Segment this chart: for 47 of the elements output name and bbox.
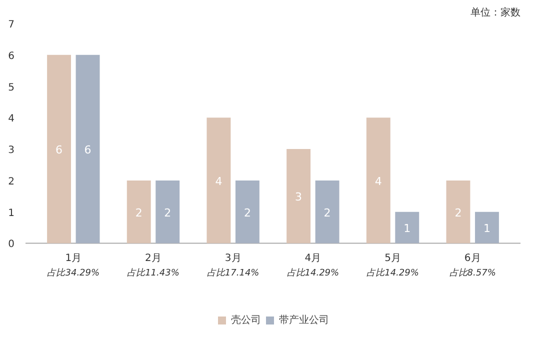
x-tick-label: 4月 — [304, 253, 322, 264]
data-label: 2 — [244, 206, 251, 220]
data-label: 1 — [483, 222, 490, 236]
data-label: 3 — [295, 190, 302, 204]
bar — [126, 180, 151, 244]
y-tick-label: 2 — [8, 176, 15, 188]
data-label: 2 — [135, 206, 142, 220]
bar — [446, 180, 470, 244]
data-label: 6 — [84, 144, 92, 157]
x-tick-label: 3月 — [224, 253, 242, 264]
legend-label: 壳公司 — [231, 314, 261, 327]
data-label: 2 — [324, 206, 331, 220]
y-tick-label: 1 — [8, 208, 15, 219]
data-label: 4 — [374, 174, 382, 188]
text: 占比14.29% — [286, 267, 340, 278]
x-tick-label: 2月 — [145, 253, 162, 264]
bar — [156, 180, 180, 244]
y-tick-label: 6 — [8, 50, 15, 62]
bar — [47, 54, 72, 244]
legend-label: 带产业公司 — [279, 314, 329, 327]
data-label: 4 — [215, 174, 222, 188]
bar — [235, 180, 260, 244]
y-tick-label: 4 — [8, 114, 15, 125]
text: 占比34.29% — [47, 267, 100, 278]
data-label: 2 — [454, 206, 462, 220]
data-label: 1 — [404, 222, 411, 236]
x-tick-label: 5月 — [384, 253, 401, 264]
data-label: 6 — [56, 144, 63, 157]
bar — [315, 180, 340, 244]
bar — [474, 212, 499, 244]
y-tick-label: 5 — [8, 82, 15, 94]
bar — [76, 54, 100, 244]
bar — [395, 212, 420, 244]
y-tick-label: 0 — [8, 239, 15, 250]
text: 占比14.29% — [366, 267, 419, 278]
text: 占比17.14% — [206, 267, 260, 278]
x-tick-label: 6月 — [464, 253, 481, 264]
x-tick-label: 1月 — [65, 253, 82, 264]
bar — [206, 118, 231, 244]
y-tick-label: 7 — [8, 20, 15, 30]
text: 占比11.43% — [127, 267, 180, 278]
data-label: 2 — [164, 206, 172, 220]
bar — [286, 149, 311, 244]
y-tick-label: 3 — [8, 145, 15, 156]
text: 单位：家数 — [470, 6, 520, 18]
bar — [366, 118, 390, 244]
text: 占比8.57% — [449, 267, 496, 278]
